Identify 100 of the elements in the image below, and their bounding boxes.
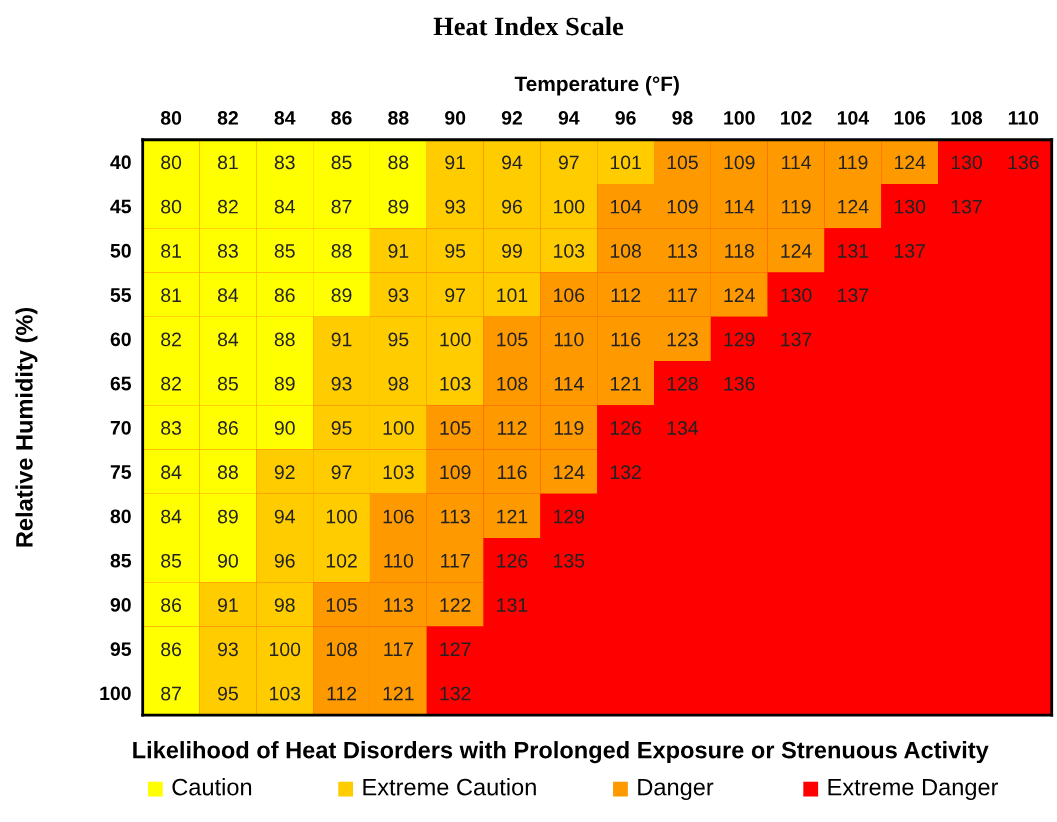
data-label: 87 xyxy=(331,199,352,214)
data-label: 82 xyxy=(161,332,181,347)
data-label: 95 xyxy=(388,332,409,347)
y-tick-label: 50 xyxy=(110,243,131,258)
data-label: 112 xyxy=(497,421,527,435)
data-label: 130 xyxy=(781,288,812,303)
data-label: 113 xyxy=(384,598,414,612)
data-label: 83 xyxy=(217,244,238,258)
y-tick-label: 80 xyxy=(110,509,131,524)
data-label: 131 xyxy=(838,244,869,258)
x-tick-label: 82 xyxy=(217,111,238,125)
text: Extreme Caution xyxy=(363,778,536,796)
data-label: 136 xyxy=(724,376,755,391)
data-label: 86 xyxy=(274,288,295,303)
data-label: 91 xyxy=(445,155,466,170)
data-label: 103 xyxy=(554,244,585,258)
data-label: 98 xyxy=(274,598,295,612)
data-label: 119 xyxy=(554,421,584,435)
data-label: 130 xyxy=(894,199,926,214)
data-label: 88 xyxy=(388,155,409,170)
data-label: 117 xyxy=(668,288,697,302)
x-tick-label: 84 xyxy=(274,111,296,125)
data-label: 105 xyxy=(497,332,528,347)
data-label: 112 xyxy=(327,686,357,701)
text: Likelihood of Heat Disorders with Prolonged Exposure or Strenuous Activity xyxy=(133,741,989,764)
data-label: 100 xyxy=(269,642,301,657)
data-label: 137 xyxy=(781,332,812,347)
data-label: 80 xyxy=(161,155,182,170)
data-label: 122 xyxy=(440,598,471,612)
data-label: 91 xyxy=(331,332,352,347)
data-label: 121 xyxy=(610,376,641,391)
text: Caution xyxy=(172,778,252,796)
data-label: 127 xyxy=(440,642,471,656)
data-label: 117 xyxy=(384,642,413,656)
data-label: 84 xyxy=(161,465,182,480)
data-label: 106 xyxy=(554,288,585,303)
data-label: 84 xyxy=(217,288,239,303)
data-label: 121 xyxy=(383,686,414,701)
x-tick-label: 90 xyxy=(445,111,466,125)
data-label: 89 xyxy=(388,199,409,214)
data-label: 88 xyxy=(217,465,238,480)
data-label: 110 xyxy=(384,553,414,568)
y-tick-label: 60 xyxy=(110,332,131,347)
x-tick-label: 104 xyxy=(837,111,869,125)
data-label: 88 xyxy=(274,332,295,347)
x-tick-label: 94 xyxy=(558,111,580,125)
data-label: 100 xyxy=(326,509,358,524)
data-label: 128 xyxy=(667,376,698,391)
data-label: 119 xyxy=(782,199,811,214)
data-label: 124 xyxy=(781,244,812,258)
data-label: 124 xyxy=(894,155,926,170)
data-label: 93 xyxy=(218,642,238,657)
data-label: 137 xyxy=(951,199,982,214)
data-label: 113 xyxy=(441,509,470,524)
data-label: 85 xyxy=(217,376,238,391)
x-tick-label: 98 xyxy=(672,111,693,125)
y-tick-label: 45 xyxy=(110,199,132,214)
data-label: 95 xyxy=(445,244,466,258)
data-label: 84 xyxy=(161,509,182,524)
data-label: 81 xyxy=(217,155,238,170)
data-label: 108 xyxy=(610,244,641,258)
data-label: 84 xyxy=(217,332,239,347)
data-label: 86 xyxy=(161,598,182,612)
data-label: 110 xyxy=(554,332,584,347)
data-label: 88 xyxy=(331,244,352,258)
data-label: 102 xyxy=(326,553,357,568)
data-label: 117 xyxy=(441,554,470,568)
y-tick-label: 40 xyxy=(110,155,131,170)
data-label: 97 xyxy=(445,288,466,303)
data-label: 123 xyxy=(667,332,698,347)
data-label: 81 xyxy=(161,244,181,258)
data-label: 109 xyxy=(440,465,471,480)
data-label: 100 xyxy=(554,199,585,214)
data-label: 91 xyxy=(218,598,238,612)
y-tick-label: 65 xyxy=(110,376,132,391)
x-tick-label: 106 xyxy=(894,111,926,125)
data-label: 121 xyxy=(497,509,528,524)
data-label: 85 xyxy=(161,553,182,568)
data-label: 93 xyxy=(445,199,466,214)
data-label: 130 xyxy=(951,155,982,170)
data-label: 93 xyxy=(388,288,409,303)
data-label: 84 xyxy=(274,199,295,214)
x-tick-label: 108 xyxy=(951,111,983,125)
data-label: 114 xyxy=(554,377,584,391)
data-label: 90 xyxy=(274,421,295,435)
y-axis-title: Relative Humidity (%) xyxy=(15,307,38,547)
x-tick-label: 100 xyxy=(724,111,755,125)
y-tick-label: 85 xyxy=(110,553,132,568)
data-label: 108 xyxy=(497,376,528,391)
data-label: 95 xyxy=(218,686,238,701)
data-label: 82 xyxy=(161,376,181,391)
data-label: 91 xyxy=(388,244,409,258)
data-label: 92 xyxy=(274,465,295,480)
data-label: 100 xyxy=(383,421,414,435)
data-label: 131 xyxy=(497,598,528,612)
data-label: 113 xyxy=(668,244,698,258)
data-label: 89 xyxy=(331,288,352,303)
data-label: 119 xyxy=(838,155,868,170)
data-label: 126 xyxy=(497,553,528,568)
data-label: 132 xyxy=(610,465,641,480)
